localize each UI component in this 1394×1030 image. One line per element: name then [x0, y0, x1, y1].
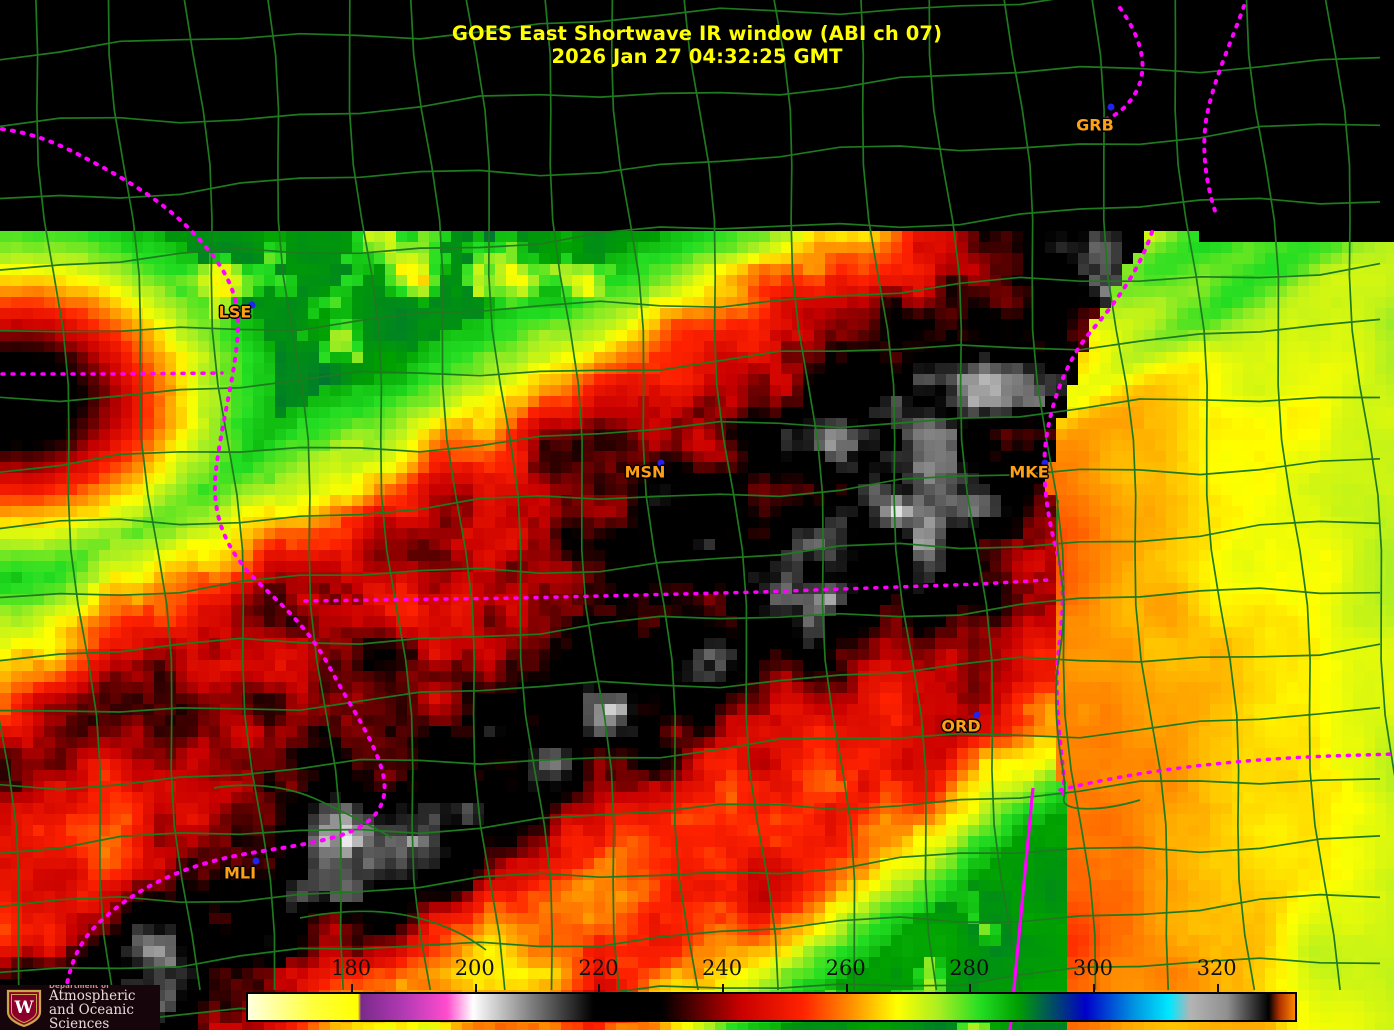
lake-shore-detail	[1054, 499, 1141, 810]
brightness-temperature-colorbar	[246, 992, 1297, 1022]
colorbar-tick	[1092, 984, 1095, 993]
svg-text:W: W	[13, 998, 34, 1018]
state-border-mississippi	[0, 126, 387, 1002]
colorbar-tick	[351, 984, 354, 993]
river-detail-sw	[213, 784, 393, 839]
lake-michigan-shore-west	[1042, 230, 1154, 798]
logo-line-2: Atmospheric	[49, 988, 136, 1005]
door-peninsula-shore	[1100, 6, 1145, 122]
colorbar-tick	[1216, 984, 1219, 993]
colorbar-tick-label: 260	[825, 956, 866, 980]
colorbar-group: 180 200 220 240 260 280 300 320	[246, 956, 1297, 1022]
colorbar-tick	[969, 984, 972, 993]
state-border-il-in	[1058, 752, 1394, 792]
colorbar-tick-label: 320	[1196, 956, 1237, 980]
colorbar-tick-label: 220	[578, 956, 619, 980]
colorbar-tick	[598, 984, 601, 993]
state-border-wi-il	[303, 578, 1050, 603]
lake-michigan-shore-northeast	[1202, 4, 1246, 216]
uw-crest-icon: W	[6, 989, 42, 1027]
river-detail-s	[299, 910, 487, 951]
colorbar-tick	[722, 984, 725, 993]
colorbar-tick	[845, 984, 848, 993]
uw-aos-logo: W Department of Atmospheric and Oceanic …	[0, 985, 160, 1030]
state-border-in-mi	[1008, 787, 1035, 1030]
colorbar-tick	[474, 984, 477, 993]
colorbar-tick-label: 180	[331, 956, 372, 980]
logo-line-3: and Oceanic Sciences	[49, 1002, 134, 1030]
colorbar-tick-label: 280	[949, 956, 990, 980]
colorbar-tick-label: 240	[701, 956, 743, 980]
colorbar-tick-label: 200	[454, 956, 495, 980]
colorbar-tick-label: 300	[1072, 956, 1114, 980]
logo-line-1: Department of	[49, 985, 110, 991]
state-border-ia-mn	[0, 371, 224, 376]
